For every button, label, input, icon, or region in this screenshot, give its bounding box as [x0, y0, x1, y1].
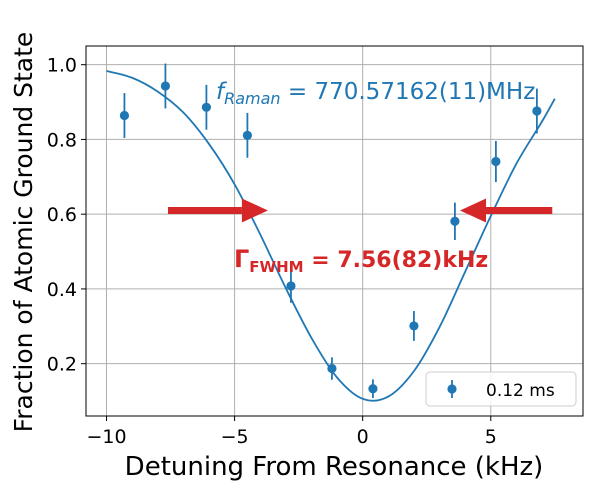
raman-value: 770.57162(11)MHz	[314, 79, 535, 105]
data-point	[242, 130, 252, 140]
grid-lines	[86, 46, 583, 416]
fit-curve	[106, 70, 556, 402]
y-ticks: 0.2 0.4 0.6 0.8 1.0	[47, 55, 86, 376]
data-points-group	[119, 63, 542, 399]
arrows-group	[167, 198, 553, 223]
legend: 0.12 ms	[425, 371, 577, 407]
data-point	[327, 363, 337, 374]
legend-box	[425, 371, 577, 407]
data-point	[119, 110, 130, 121]
y-tick-label: 1.0	[47, 55, 77, 77]
y-tick-label: 0.2	[47, 354, 77, 376]
y-axis-label: Fraction of Atomic Ground State	[9, 32, 38, 433]
x-tick-label: 0	[357, 426, 369, 448]
x-tick-label: −5	[221, 426, 249, 448]
x-ticks: −10 −5 0 5	[86, 416, 497, 448]
fwhm-subscript: FWHM	[249, 258, 303, 276]
plot-frame	[85, 45, 584, 417]
x-axis-label: Detuning From Resonance (kHz)	[125, 452, 544, 482]
data-point	[450, 216, 460, 226]
data-point	[286, 281, 296, 291]
x-tick-label: −10	[86, 426, 126, 448]
data-point	[201, 102, 212, 112]
data-point	[160, 81, 171, 91]
raman-frequency-label: fRaman = 770.57162(11)MHz	[216, 79, 535, 108]
arrow-left-head	[241, 198, 268, 223]
legend-label: 0.12 ms	[486, 381, 555, 401]
arrow-right-head	[460, 198, 487, 223]
raman-subscript: Raman	[224, 89, 280, 108]
legend-marker	[447, 384, 457, 394]
y-tick-label: 0.4	[47, 279, 77, 301]
fwhm-symbol: Γ	[234, 245, 249, 273]
fwhm-value: = 7.56(82)kHz	[304, 248, 489, 273]
data-point	[409, 321, 419, 331]
y-tick-label: 0.6	[47, 204, 77, 226]
data-point	[491, 156, 501, 167]
data-point	[368, 384, 378, 394]
raman-symbol: f	[216, 79, 227, 105]
data-point	[532, 106, 542, 116]
fwhm-label: ΓFWHM = 7.56(82)kHz	[234, 245, 488, 276]
x-tick-label: 5	[485, 426, 497, 448]
raman-equals: =	[281, 79, 315, 105]
y-tick-label: 0.8	[47, 129, 77, 151]
fit-curve-group	[106, 70, 556, 402]
